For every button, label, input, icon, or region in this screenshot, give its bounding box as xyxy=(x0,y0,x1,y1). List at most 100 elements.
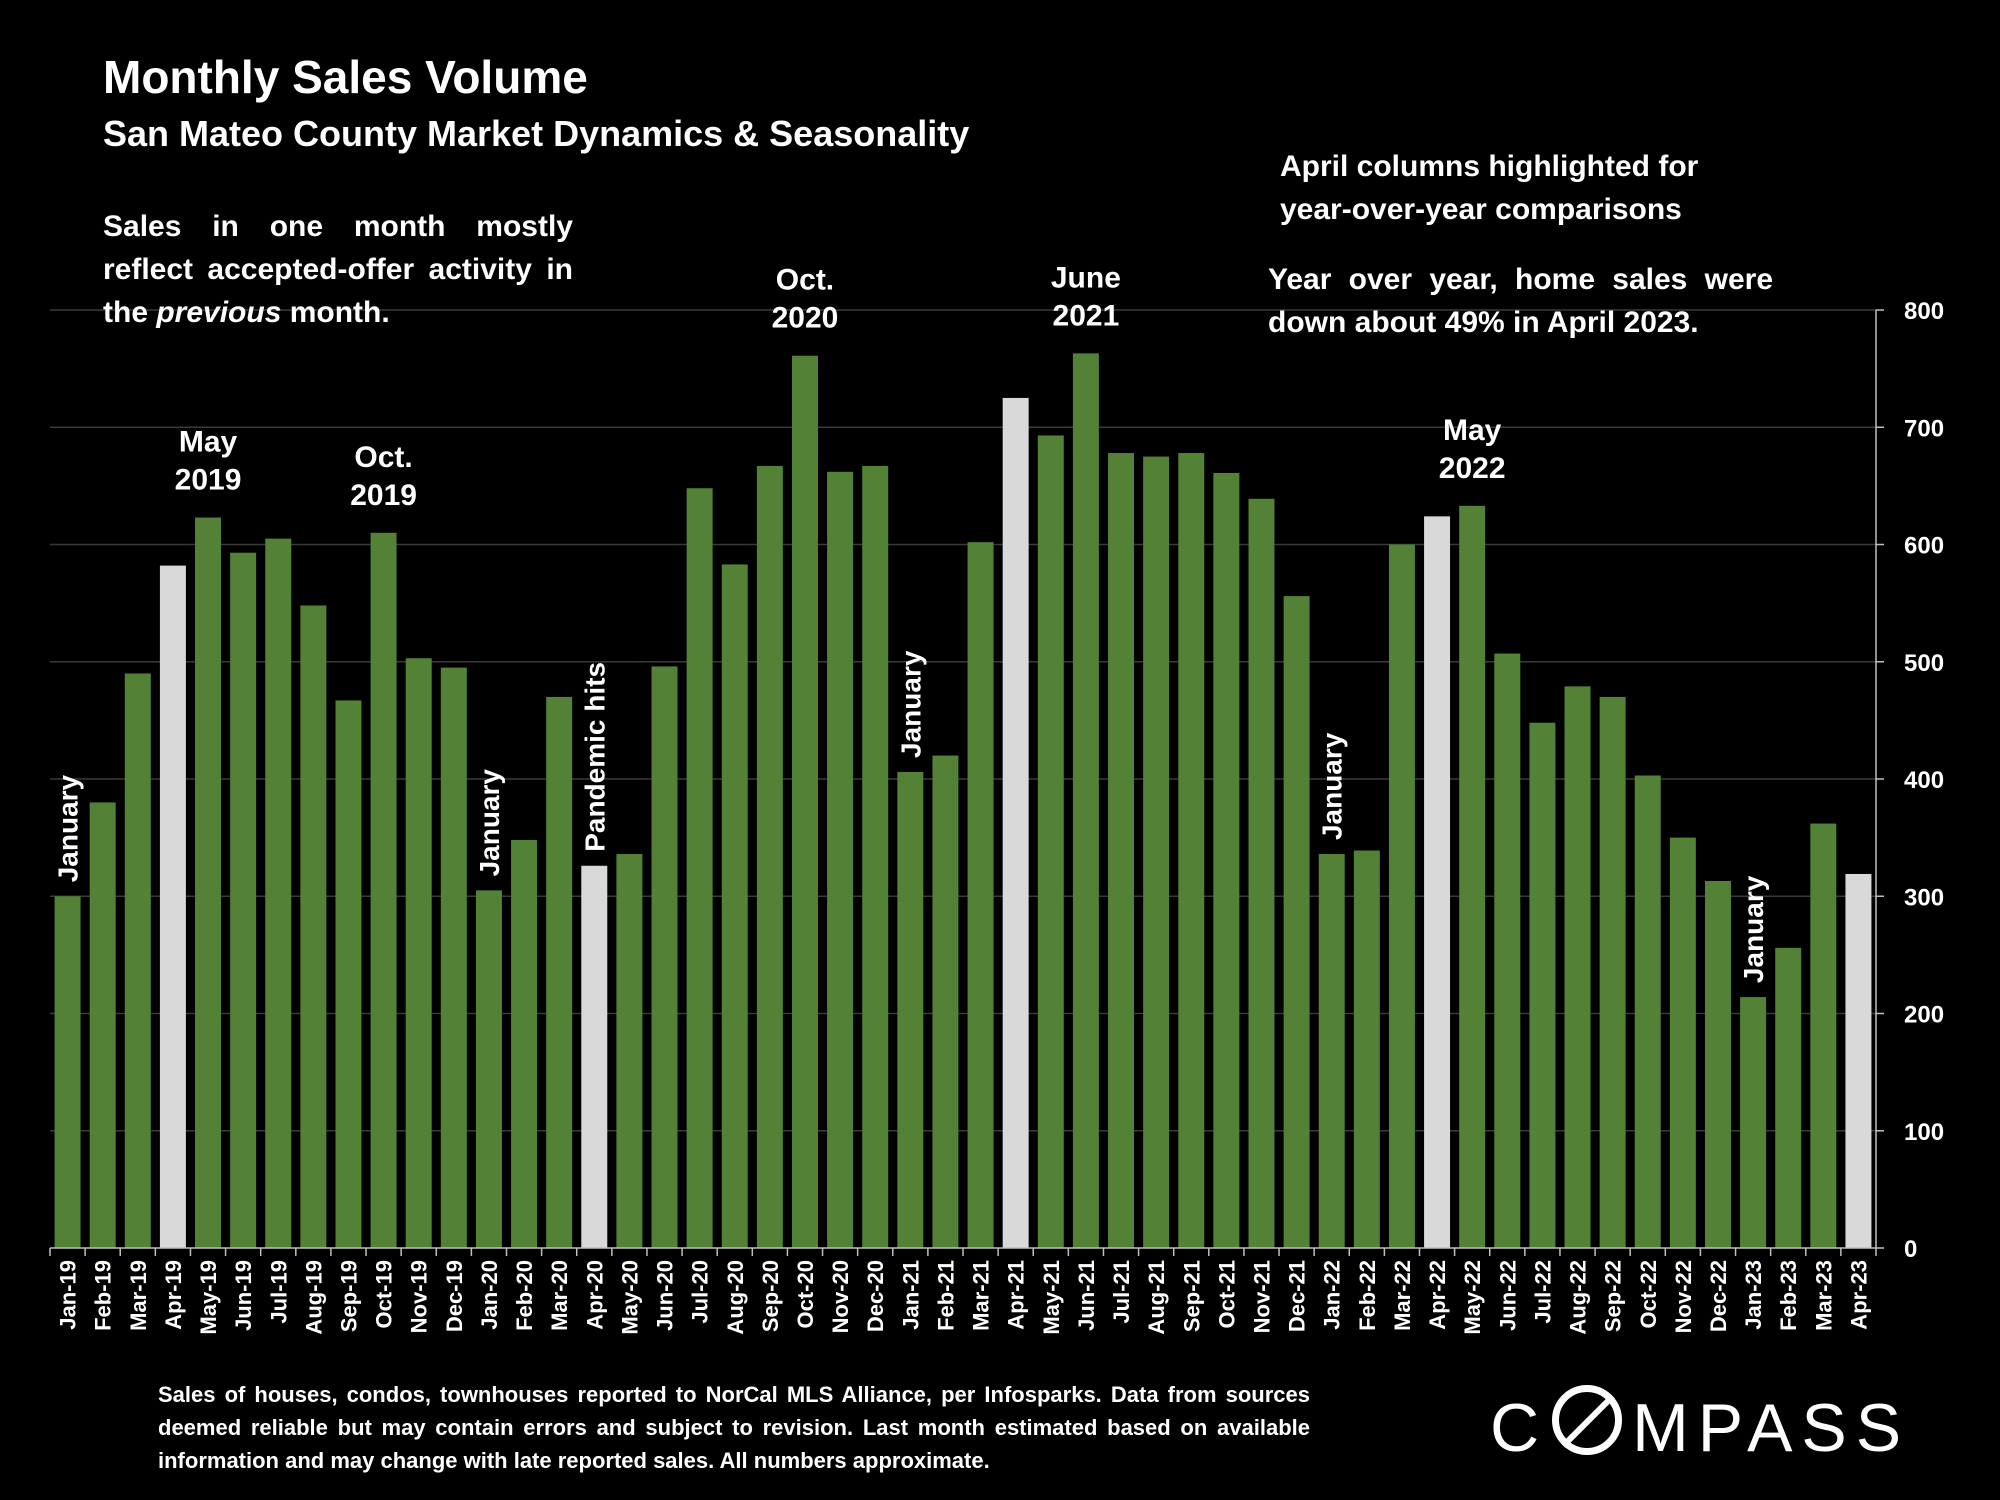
year-over-year-note-line2: down about 49% in April 2023. xyxy=(1268,306,1699,339)
bar xyxy=(265,538,292,1248)
bar xyxy=(335,700,362,1248)
peak-annotation-label: May xyxy=(1443,414,1502,447)
bar xyxy=(300,605,327,1248)
x-tick-label: Jul-22 xyxy=(1530,1260,1555,1324)
bar xyxy=(1072,353,1099,1248)
bar xyxy=(827,471,854,1248)
bar xyxy=(405,658,432,1248)
bar-april-highlight xyxy=(581,865,608,1248)
x-tick-label: Apr-20 xyxy=(582,1260,607,1330)
x-tick-label: Jun-19 xyxy=(231,1260,256,1331)
peak-annotation-label: 2022 xyxy=(1439,452,1506,485)
peak-annotation-label: 2021 xyxy=(1053,299,1120,332)
chart-title: Monthly Sales Volume xyxy=(103,51,588,103)
bar xyxy=(124,673,151,1248)
previous-month-note-emphasis: previous xyxy=(156,296,282,329)
peak-annotation-label: 2019 xyxy=(175,464,242,497)
bar xyxy=(1669,837,1696,1248)
x-tick-label: Jan-19 xyxy=(56,1260,81,1330)
bar xyxy=(1248,498,1275,1249)
x-tick-label: Jan-23 xyxy=(1741,1260,1766,1330)
source-footnote: Sales of houses, condos, townhouses repo… xyxy=(158,1382,1310,1473)
bar xyxy=(1564,686,1591,1248)
bar xyxy=(1178,453,1205,1248)
bar xyxy=(1494,653,1521,1248)
bar xyxy=(1529,722,1556,1248)
bar xyxy=(546,696,573,1248)
previous-month-note-start: Sales in one month mostly reflect accept… xyxy=(103,210,573,329)
bar xyxy=(195,517,222,1248)
y-tick-label: 0 xyxy=(1904,1236,1917,1263)
x-tick-label: Feb-21 xyxy=(933,1260,958,1331)
bar xyxy=(475,890,502,1248)
bar-april-highlight xyxy=(1424,516,1451,1248)
april-highlight-note: April columns highlighted for year-over-… xyxy=(1280,150,1699,226)
x-tick-label: Aug-19 xyxy=(301,1260,326,1335)
x-tick-label: Nov-20 xyxy=(828,1260,853,1333)
bar-april-highlight xyxy=(159,565,186,1248)
x-tick-label: Mar-21 xyxy=(969,1260,994,1331)
x-tick-label: May-19 xyxy=(196,1260,221,1335)
previous-month-note: Sales in one month mostly reflect accept… xyxy=(103,205,573,334)
bar xyxy=(1459,505,1486,1248)
x-tick-label: Apr-23 xyxy=(1846,1260,1871,1330)
x-tick-label: Dec-22 xyxy=(1706,1260,1731,1332)
x-tick-label: Jun-20 xyxy=(653,1260,678,1331)
x-tick-label: Feb-19 xyxy=(91,1260,116,1331)
x-tick-label: Sep-22 xyxy=(1601,1260,1626,1332)
peak-annotation-label: Oct. xyxy=(354,441,412,474)
x-tick-label: Mar-23 xyxy=(1811,1260,1836,1331)
x-tick-label: Jan-22 xyxy=(1320,1260,1345,1330)
bar xyxy=(370,532,397,1248)
bar xyxy=(1143,456,1170,1248)
x-tick-label: Oct-21 xyxy=(1214,1260,1239,1328)
x-tick-label: Oct-20 xyxy=(793,1260,818,1328)
x-tick-label: Mar-19 xyxy=(126,1260,151,1331)
bar xyxy=(967,542,994,1248)
x-tick-label: Sep-20 xyxy=(758,1260,783,1332)
bar-annotation-vertical: January xyxy=(474,769,505,877)
y-tick-label: 700 xyxy=(1904,415,1944,442)
x-tick-label: Dec-19 xyxy=(442,1260,467,1332)
bar xyxy=(1388,544,1415,1248)
x-tick-label: Aug-21 xyxy=(1144,1260,1169,1335)
peak-annotation-label: May xyxy=(179,426,238,459)
y-tick-label: 300 xyxy=(1904,884,1944,911)
bar xyxy=(440,667,467,1248)
x-tick-label: Aug-22 xyxy=(1566,1260,1591,1335)
bar-april-highlight xyxy=(1002,397,1029,1248)
bar xyxy=(1775,947,1802,1248)
compass-logo: C MPASS xyxy=(1490,1385,1910,1467)
bar xyxy=(1634,775,1661,1248)
x-tick-label: Feb-23 xyxy=(1776,1260,1801,1331)
peak-annotation-label: 2019 xyxy=(350,479,417,512)
bar-april-highlight xyxy=(1845,873,1872,1248)
bar xyxy=(651,666,678,1248)
x-tick-label: Jan-21 xyxy=(898,1260,923,1330)
x-tick-label: Jul-21 xyxy=(1109,1260,1134,1324)
x-tick-label: Mar-22 xyxy=(1390,1260,1415,1331)
bar xyxy=(230,552,257,1248)
bar xyxy=(89,802,116,1248)
bar xyxy=(1318,854,1345,1248)
x-tick-label: Jul-19 xyxy=(266,1260,291,1324)
bar xyxy=(756,465,783,1248)
bar xyxy=(897,771,924,1248)
year-over-year-note-line1: Year over year, home sales were xyxy=(1268,263,1773,296)
x-tick-label: Jun-22 xyxy=(1495,1260,1520,1331)
bar-annotation-vertical: Pandemic hits xyxy=(579,662,610,852)
x-tick-label: Feb-20 xyxy=(512,1260,537,1331)
bar-annotation-vertical: January xyxy=(895,650,926,758)
logo-text-start: C xyxy=(1490,1390,1549,1466)
bar xyxy=(1704,881,1731,1248)
bar xyxy=(1213,472,1240,1248)
bar xyxy=(686,488,713,1249)
x-tick-label: Oct-19 xyxy=(372,1260,397,1328)
y-tick-label: 800 xyxy=(1904,298,1944,325)
bar xyxy=(721,564,748,1248)
bar xyxy=(1037,435,1064,1248)
bar-annotation-vertical: January xyxy=(53,774,84,882)
y-tick-label: 200 xyxy=(1904,1002,1944,1029)
y-tick-label: 500 xyxy=(1904,650,1944,677)
